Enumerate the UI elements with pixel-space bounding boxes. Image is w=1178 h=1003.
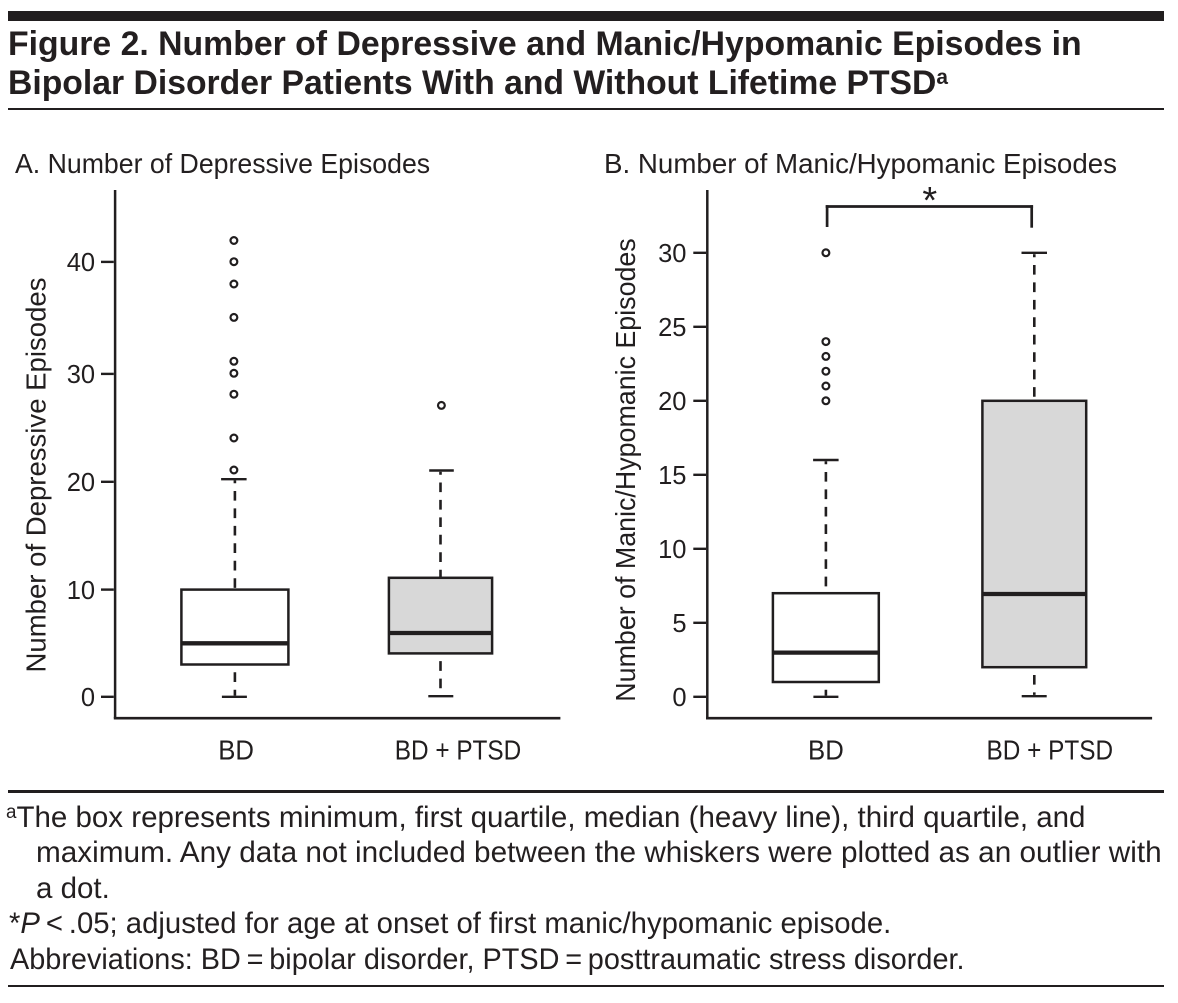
svg-text:25: 25 xyxy=(658,314,686,342)
svg-text:20: 20 xyxy=(658,388,686,416)
svg-text:30: 30 xyxy=(67,361,95,389)
svg-text:Number of Manic/Hypomanic Epis: Number of Manic/Hypomanic Episodes xyxy=(610,238,641,701)
svg-text:Number of Depressive Episodes: Number of Depressive Episodes xyxy=(21,278,52,673)
svg-text:BD: BD xyxy=(218,735,254,766)
svg-text:5: 5 xyxy=(672,610,686,638)
svg-text:BD: BD xyxy=(808,735,844,766)
svg-text:20: 20 xyxy=(67,469,95,497)
svg-text:40: 40 xyxy=(67,249,95,277)
svg-text:0: 0 xyxy=(672,684,686,712)
svg-text:BD + PTSD: BD + PTSD xyxy=(987,735,1114,766)
svg-text:15: 15 xyxy=(658,462,686,490)
svg-text:10: 10 xyxy=(67,577,95,605)
svg-text:0: 0 xyxy=(81,684,95,712)
svg-text:10: 10 xyxy=(658,536,686,564)
svg-text:BD + PTSD: BD + PTSD xyxy=(395,735,522,766)
svg-text:30: 30 xyxy=(658,240,686,268)
svg-text:*: * xyxy=(922,180,937,222)
